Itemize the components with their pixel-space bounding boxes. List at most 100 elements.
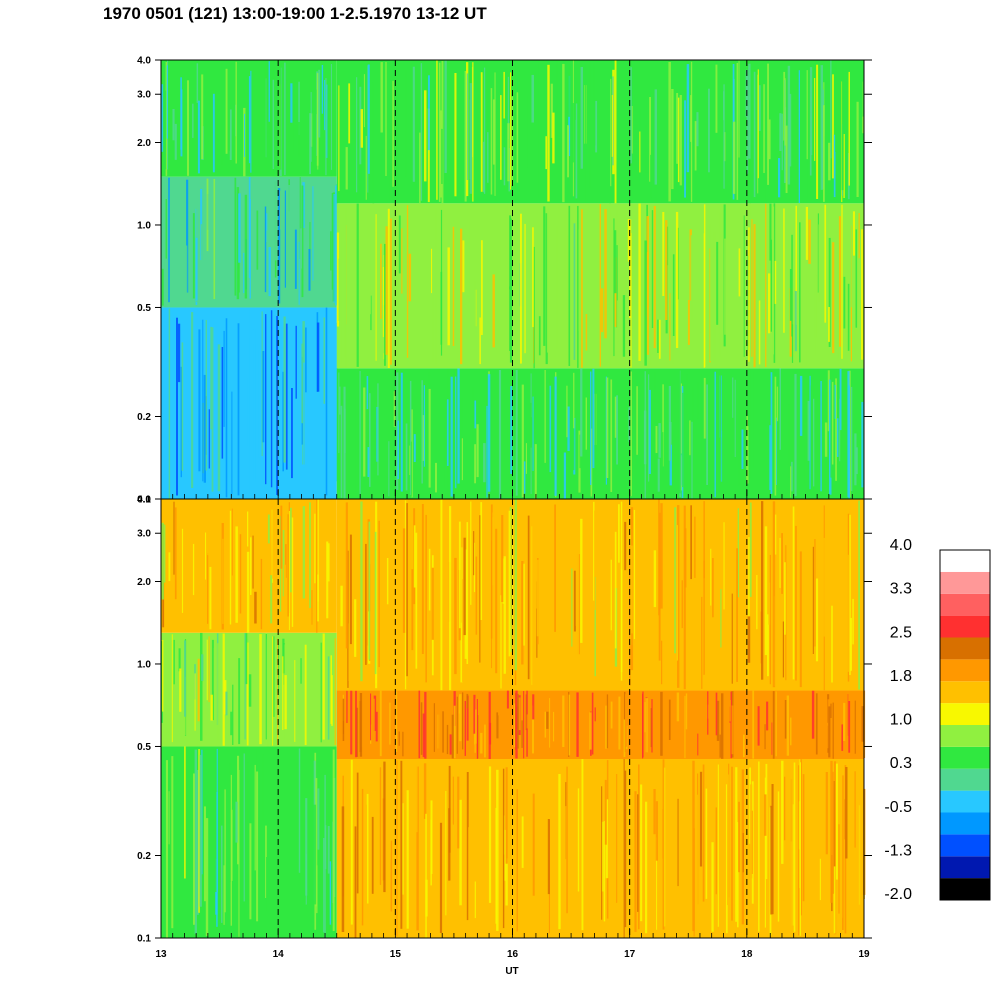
- heatmap-streak: [847, 554, 850, 672]
- heatmap-streak: [531, 525, 534, 690]
- heatmap-streak: [690, 505, 692, 580]
- heatmap-streak: [627, 75, 629, 177]
- heatmap-streak: [809, 859, 812, 936]
- heatmap-streak: [192, 103, 194, 138]
- heatmap-streak: [254, 764, 256, 871]
- heatmap-streak: [235, 654, 238, 729]
- heatmap-streak: [475, 709, 477, 744]
- heatmap-streak: [727, 774, 730, 906]
- heatmap-streak: [213, 648, 216, 692]
- heatmap-streak: [185, 245, 188, 306]
- heatmap-streak: [629, 545, 631, 686]
- heatmap-streak: [484, 67, 486, 194]
- heatmap-streak: [298, 241, 300, 305]
- heatmap-streak: [166, 65, 168, 139]
- heatmap-streak: [408, 253, 412, 302]
- heatmap-streak: [752, 370, 754, 469]
- heatmap-streak: [831, 605, 833, 683]
- heatmap-streak: [217, 344, 221, 492]
- heatmap-streak: [396, 760, 398, 937]
- heatmap-streak: [255, 506, 258, 612]
- heatmap-streak: [237, 323, 240, 496]
- heatmap-streak: [417, 541, 419, 680]
- heatmap-streak: [842, 372, 844, 498]
- heatmap-streak: [578, 691, 581, 757]
- heatmap-streak: [247, 337, 250, 447]
- colorbar-segment: [940, 790, 990, 813]
- heatmap-streak: [393, 691, 396, 742]
- heatmap-streak: [715, 692, 718, 736]
- heatmap-streak: [577, 205, 579, 368]
- heatmap-streak: [356, 772, 359, 894]
- x-tick-label: 14: [273, 949, 285, 960]
- heatmap-streak: [500, 595, 502, 689]
- heatmap-streak: [765, 203, 767, 367]
- heatmap-streak: [836, 418, 839, 457]
- heatmap-streak: [334, 638, 336, 745]
- chart-title: 1970 0501 (121) 13:00-19:00 1-2.5.1970 1…: [103, 4, 487, 23]
- heatmap-streak: [302, 506, 305, 599]
- heatmap-streak: [781, 760, 784, 864]
- heatmap-streak: [194, 673, 196, 731]
- heatmap-streak: [843, 702, 846, 741]
- heatmap-streak: [180, 366, 182, 478]
- heatmap-streak: [532, 793, 535, 896]
- heatmap-streak: [785, 125, 788, 193]
- heatmap-streak: [436, 711, 439, 727]
- heatmap-streak: [406, 205, 409, 358]
- heatmap-streak: [575, 103, 578, 199]
- heatmap-streak: [703, 204, 706, 368]
- heatmap-streak: [796, 707, 798, 733]
- heatmap-streak: [566, 385, 568, 438]
- heatmap-streak: [845, 767, 848, 859]
- heatmap-streak: [526, 714, 528, 729]
- heatmap-streak: [520, 213, 522, 364]
- heatmap-streak: [359, 86, 362, 165]
- heatmap-streak: [363, 74, 365, 128]
- heatmap-streak: [400, 727, 403, 748]
- heatmap-streak: [476, 424, 479, 478]
- heatmap-streak: [554, 376, 557, 496]
- colorbar-segment: [940, 725, 990, 747]
- heatmap-streak: [333, 75, 335, 159]
- heatmap-streak: [523, 563, 525, 646]
- heatmap-streak: [301, 185, 304, 298]
- heatmap-streak: [317, 788, 320, 850]
- heatmap-streak: [606, 694, 609, 749]
- heatmap-streak: [481, 240, 483, 335]
- heatmap-streak: [400, 372, 403, 492]
- heatmap-streak: [530, 417, 533, 448]
- heatmap-streak: [412, 66, 415, 182]
- heatmap-streak: [538, 517, 542, 587]
- heatmap-streak: [163, 60, 166, 174]
- heatmap-streak: [325, 307, 328, 496]
- heatmap-streak: [222, 538, 224, 624]
- heatmap-streak: [227, 66, 230, 151]
- heatmap-streak: [425, 813, 427, 938]
- heatmap-streak: [292, 104, 295, 154]
- heatmap-streak: [553, 711, 555, 742]
- heatmap-streak: [489, 722, 492, 745]
- heatmap-streak: [446, 724, 449, 755]
- heatmap-streak: [184, 746, 186, 879]
- heatmap-streak: [244, 633, 248, 685]
- heatmap-streak: [458, 695, 461, 714]
- heatmap-streak: [496, 769, 499, 931]
- heatmap-streak: [460, 228, 463, 365]
- heatmap-streak: [336, 232, 340, 327]
- heatmap-streak: [198, 749, 200, 913]
- x-axis-ticks: 13 14 15 16 17 18 19: [155, 949, 870, 960]
- heatmap-streak: [168, 177, 172, 298]
- heatmap-streak: [223, 330, 225, 427]
- heatmap-streak: [192, 213, 195, 299]
- heatmap-streak: [415, 532, 418, 669]
- heatmap-streak: [308, 249, 311, 291]
- heatmap-streak: [528, 692, 531, 758]
- heatmap-streak: [222, 633, 225, 746]
- heatmap-streak: [857, 773, 860, 936]
- heatmap-streak: [604, 779, 607, 845]
- heatmap-streak: [564, 214, 566, 280]
- heatmap-streak: [573, 223, 576, 360]
- heatmap-streak: [716, 241, 719, 325]
- heatmap-streak: [832, 771, 834, 894]
